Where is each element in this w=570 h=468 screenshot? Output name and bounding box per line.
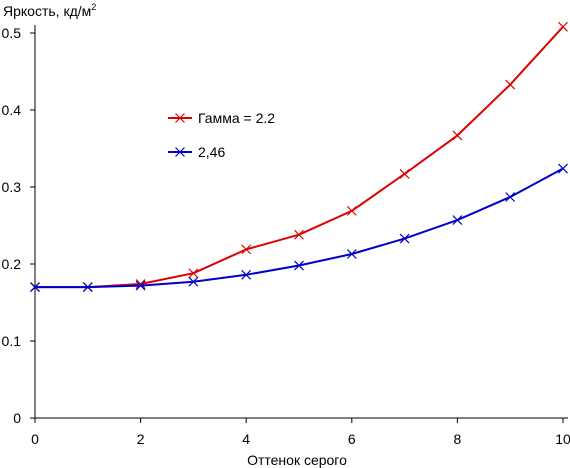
legend-item-2: 2,46: [168, 144, 225, 160]
x-axis-label: Оттенок серого: [247, 452, 347, 468]
series-2-line: [35, 167, 564, 289]
y-tick-label: 0.4: [2, 102, 22, 118]
series-1-point: [346, 205, 357, 216]
axes: [34, 25, 568, 419]
series-2-point: [82, 282, 93, 293]
series-1: [30, 21, 568, 293]
x-tick-label: 0: [31, 431, 39, 447]
y-tick-label: 0: [13, 410, 21, 426]
series-1-point: [135, 279, 146, 289]
series-2-point: [294, 260, 304, 271]
series-1-point: [505, 79, 516, 90]
series-2-point: [558, 163, 568, 174]
x-tick-label: 4: [242, 431, 250, 447]
x-ticks: 0 2 4 6 8 10: [31, 418, 570, 447]
y-tick-label: 0.2: [2, 256, 22, 272]
series-2-point: [241, 269, 252, 280]
y-tick-label: 0.1: [2, 333, 22, 349]
y-tick-label: 0.3: [2, 179, 22, 195]
x-tick-label: 8: [454, 431, 462, 447]
series-layer: [30, 21, 568, 293]
series-1-point: [558, 21, 568, 32]
series-2-point: [505, 192, 516, 202]
x-tick-label: 2: [137, 431, 145, 447]
y-axis-label-text: Яркость, кд/м: [3, 3, 91, 19]
series-1-point: [188, 268, 199, 279]
legend-label: 2,46: [198, 144, 225, 160]
series-2-point: [188, 276, 199, 287]
series-2-point: [452, 215, 463, 226]
x-tick-label: 10: [555, 431, 570, 447]
y-ticks: 0 0.1 0.2 0.3 0.4 0.5: [2, 25, 35, 426]
y-tick-label: 0.5: [2, 25, 22, 41]
series-1-point: [241, 244, 252, 255]
series-1-line: [35, 26, 564, 289]
y-axis-label-superscript: 2: [91, 2, 96, 12]
series-2-point: [346, 249, 357, 259]
legend-label: Гамма = 2.2: [198, 110, 275, 126]
series-2-point: [399, 233, 410, 244]
y-axis-label: Яркость, кд/м2: [3, 2, 96, 19]
legend: Гамма = 2.2 2,46: [168, 110, 275, 160]
legend-marker: [175, 147, 185, 157]
legend-item-1: Гамма = 2.2: [168, 110, 275, 126]
series-2-point: [30, 282, 40, 293]
legend-marker: [175, 113, 185, 123]
series-1-point: [294, 229, 304, 240]
series-1-point: [399, 168, 410, 179]
series-2-point: [135, 280, 146, 291]
series-2: [30, 163, 568, 293]
x-tick-label: 6: [348, 431, 356, 447]
series-1-point: [452, 130, 463, 141]
